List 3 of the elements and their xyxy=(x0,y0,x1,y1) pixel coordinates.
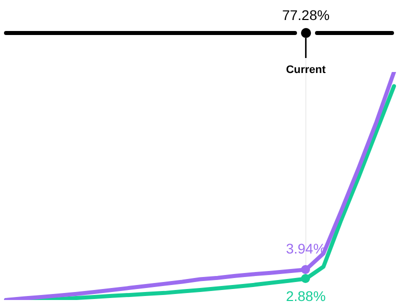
text: Current xyxy=(286,64,326,76)
text: 77.28% xyxy=(282,7,330,23)
annotation: 2.88% xyxy=(286,288,326,304)
